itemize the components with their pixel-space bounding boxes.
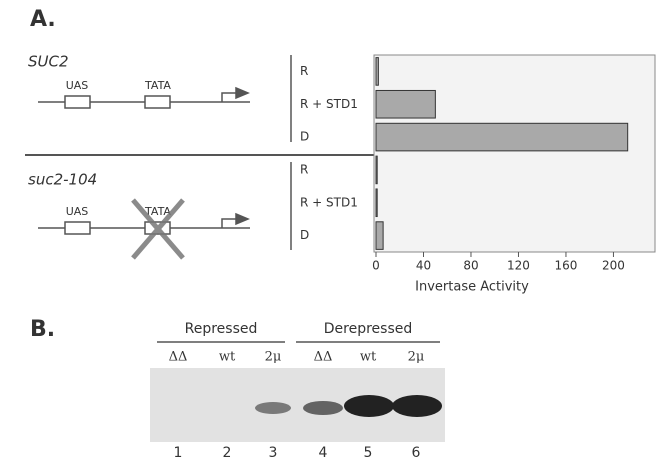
- category-label: D: [300, 228, 309, 242]
- category-label: D: [300, 130, 309, 144]
- bar: [376, 90, 435, 118]
- category-label: R + STD1: [300, 195, 358, 209]
- lane-label: 2μ: [265, 350, 282, 365]
- x-tick-label: 120: [507, 259, 530, 273]
- lane-number: 5: [364, 445, 373, 461]
- bar: [376, 222, 383, 250]
- lane-label: ΔΔ: [314, 350, 333, 365]
- lane-label: wt: [219, 350, 236, 365]
- uas-label: UAS: [66, 79, 89, 92]
- x-tick-label: 80: [463, 259, 478, 273]
- bar: [376, 58, 378, 86]
- x-tick-label: 40: [416, 259, 431, 273]
- group-label: Repressed: [185, 321, 258, 337]
- bar: [376, 123, 628, 151]
- x-tick-label: 0: [372, 259, 380, 273]
- panel-label: B.: [30, 317, 55, 342]
- figure: A. SUC2 UAS TATA suc2-104 UAS TATA 04080…: [0, 0, 661, 462]
- plot-area: [374, 55, 655, 252]
- lane-number: 6: [412, 445, 421, 461]
- group-label: Derepressed: [324, 321, 413, 337]
- construct-name: suc2-104: [28, 171, 97, 189]
- lane-label: ΔΔ: [169, 350, 188, 365]
- construct-name: SUC2: [28, 53, 69, 71]
- x-tick-label: 160: [555, 259, 578, 273]
- uas-label: UAS: [66, 205, 89, 218]
- lane-label: wt: [360, 350, 377, 365]
- bar: [376, 189, 377, 217]
- category-label: R: [300, 162, 308, 176]
- lane-label: 2μ: [408, 350, 425, 365]
- bar: [376, 156, 377, 184]
- lane-number: 2: [223, 445, 232, 461]
- panel-label: A.: [30, 7, 56, 32]
- lane-number: 3: [269, 445, 278, 461]
- tata-label: TATA: [144, 79, 171, 92]
- lane-number: 4: [319, 445, 328, 461]
- category-label: R: [300, 64, 308, 78]
- lane-number: 1: [174, 445, 183, 461]
- category-label: R + STD1: [300, 97, 358, 111]
- x-axis-label: Invertase Activity: [415, 280, 529, 295]
- x-tick-label: 200: [602, 259, 625, 273]
